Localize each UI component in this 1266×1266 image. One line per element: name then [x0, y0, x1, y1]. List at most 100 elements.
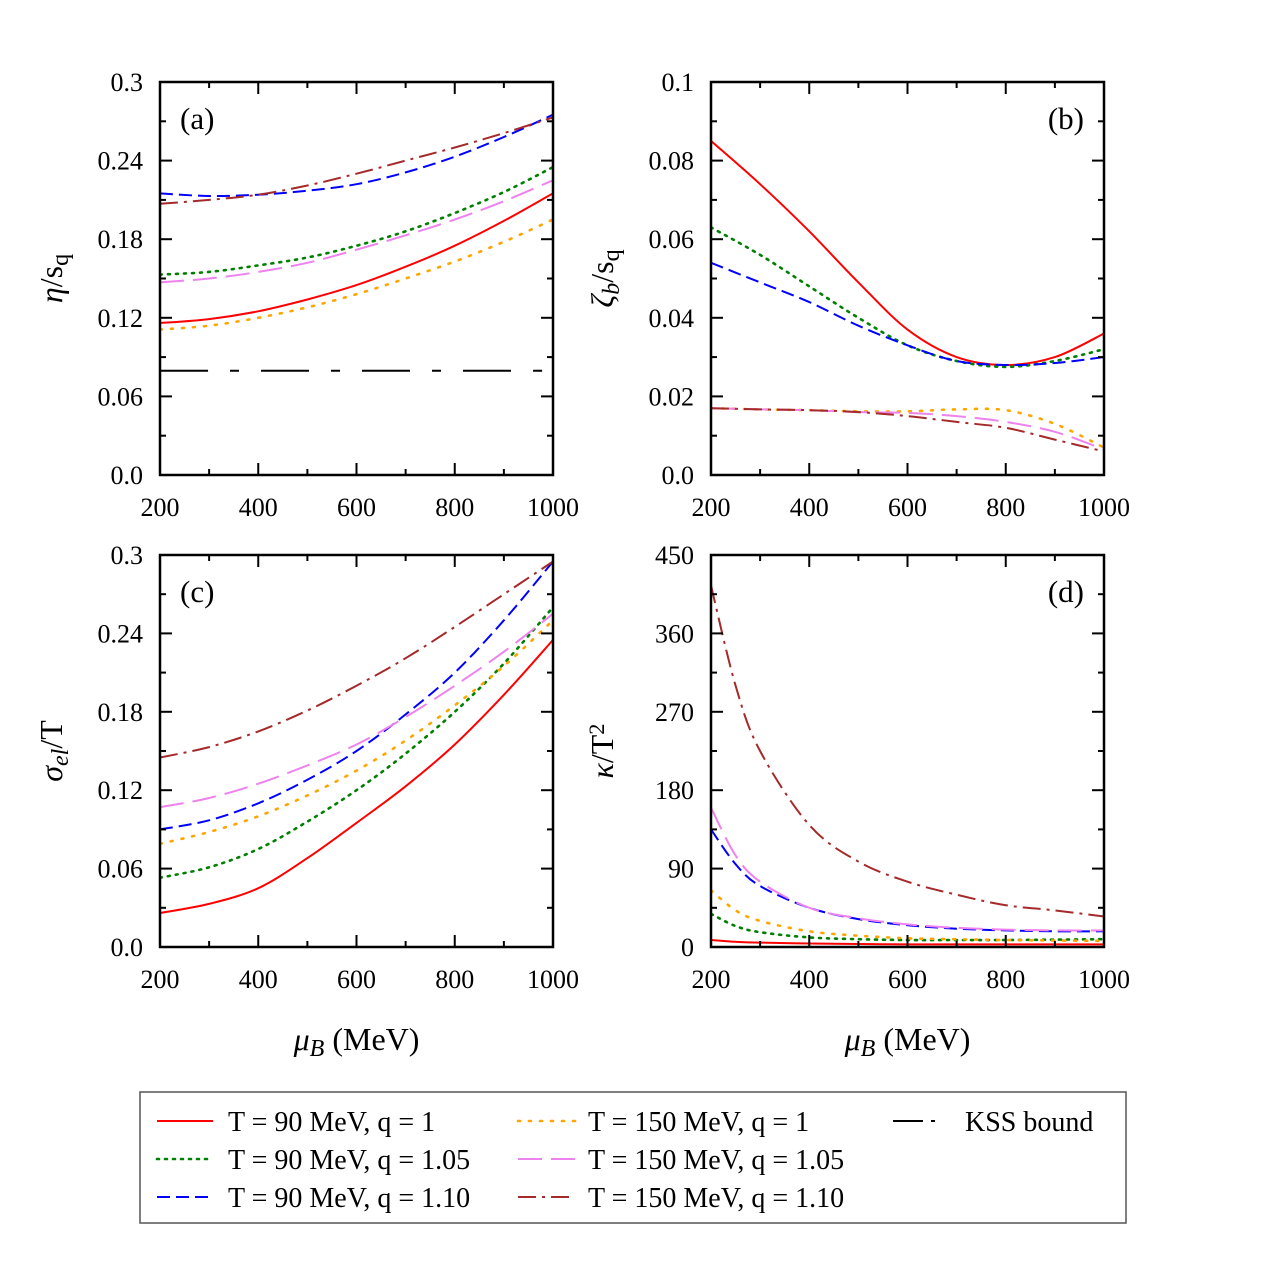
- x-tick-label: 600: [888, 493, 927, 522]
- series-line-series-3: [160, 113, 553, 198]
- series-group: [711, 585, 1104, 946]
- x-tick-label: 200: [692, 493, 731, 522]
- x-tick-label: 1000: [527, 965, 579, 994]
- panel-label: (a): [180, 101, 214, 136]
- series-line-series-5: [160, 179, 553, 284]
- series-line-series-4: [160, 619, 553, 846]
- series-line-series-1: [711, 140, 1104, 367]
- series-line-series-6: [711, 407, 1104, 453]
- legend-entry: T = 150 MeV, q = 1.10: [518, 1183, 844, 1214]
- x-tick-label: 800: [986, 493, 1025, 522]
- x-tick-label: 200: [141, 493, 180, 522]
- y-tick-label: 0.1: [662, 68, 695, 97]
- x-tick-label: 800: [435, 493, 474, 522]
- y-tick-label: 0.0: [111, 933, 144, 962]
- panel-label: (b): [1048, 101, 1084, 136]
- panel-b: 200 400 600 800 1000 0.0 0.02 0.04 0.06 0.08 0.1 (b…: [584, 68, 1130, 522]
- series-group: [160, 113, 553, 372]
- x-axis-label: μB (MeV): [293, 1021, 420, 1062]
- x-tick-label: 400: [790, 493, 829, 522]
- x-tick-label: 400: [239, 965, 278, 994]
- series-line-series-3: [711, 261, 1104, 367]
- plot-frame: [158, 80, 555, 477]
- x-tick-label: 1000: [527, 493, 579, 522]
- legend-label: T = 150 MeV, q = 1: [588, 1107, 809, 1138]
- y-tick-label: 0.24: [98, 147, 144, 176]
- x-tick-label: 400: [239, 493, 278, 522]
- series-line-series-4: [160, 218, 553, 331]
- series-group: [711, 140, 1104, 453]
- y-axis-label: κ/T2: [584, 724, 620, 779]
- legend-entry: T = 150 MeV, q = 1: [516, 1107, 809, 1138]
- y-tick-label: 0: [681, 933, 694, 962]
- x-tick-label: 800: [986, 965, 1025, 994]
- series-line-series-5: [711, 807, 1104, 932]
- panel-a: 200 400 600 800 1000 0.0 0.06 0.12 0.18 0.24 0.3 (a…: [33, 68, 579, 522]
- x-tick-label: 400: [790, 965, 829, 994]
- series-line-series-1: [160, 639, 553, 914]
- x-axis-label: μB (MeV): [844, 1021, 971, 1062]
- x-tick-label: 600: [888, 965, 927, 994]
- series-line-series-3: [160, 560, 553, 831]
- legend-label: T = 90 MeV, q = 1.05: [228, 1145, 470, 1176]
- y-tick-label: 0.12: [98, 776, 144, 805]
- series-line-series-6: [160, 116, 553, 205]
- x-tick-label: 1000: [1078, 493, 1130, 522]
- legend-label: KSS bound: [965, 1107, 1093, 1138]
- series-line-series-6: [711, 585, 1104, 918]
- series-line-series-1: [160, 192, 553, 324]
- y-tick-label: 360: [655, 619, 694, 648]
- y-tick-label: 0.02: [649, 382, 695, 411]
- series-line-series-5: [711, 407, 1104, 451]
- y-tick-label: 0.3: [111, 68, 144, 97]
- y-tick-label: 0.3: [111, 541, 144, 570]
- y-tick-label: 0.12: [98, 304, 144, 333]
- y-tick-label: 0.04: [649, 304, 695, 333]
- legend-label: T = 150 MeV, q = 1.10: [588, 1183, 844, 1214]
- legend-label: T = 150 MeV, q = 1.05: [588, 1145, 844, 1176]
- x-tick-label: 1000: [1078, 965, 1130, 994]
- y-tick-label: 0.18: [98, 225, 144, 254]
- legend-entry: KSS bound: [893, 1107, 1093, 1138]
- y-tick-label: 0.06: [98, 382, 144, 411]
- series-line-series-5: [160, 613, 553, 809]
- panels: 200 400 600 800 1000 0.0 0.06 0.12 0.18 0.24 0.3 (a…: [33, 68, 1130, 1062]
- y-tick-label: 180: [655, 776, 694, 805]
- y-axis-label: σel/T: [33, 720, 74, 782]
- legend: T = 90 MeV, q = 1 T = 90 MeV, q = 1.05 T =…: [139, 1091, 1127, 1224]
- x-tick-label: 800: [435, 965, 474, 994]
- legend-label: T = 90 MeV, q = 1: [228, 1107, 435, 1138]
- legend-label: T = 90 MeV, q = 1.10: [228, 1183, 470, 1214]
- series-line-series-2: [160, 606, 553, 879]
- x-tick-label: 200: [692, 965, 731, 994]
- panel-label: (c): [180, 574, 214, 609]
- legend-entry: T = 90 MeV, q = 1.10: [157, 1183, 470, 1214]
- legend-entry: T = 90 MeV, q = 1.05: [155, 1145, 470, 1176]
- y-tick-label: 0.08: [649, 147, 695, 176]
- panel-label: (d): [1048, 574, 1084, 609]
- y-tick-label: 450: [655, 541, 694, 570]
- x-tick-label: 600: [337, 493, 376, 522]
- x-tick-label: 600: [337, 965, 376, 994]
- series-line-series-4: [711, 406, 1104, 449]
- y-axis-label: η/sq: [33, 254, 74, 303]
- series-group: [160, 560, 553, 914]
- x-tick-label: 200: [141, 965, 180, 994]
- legend-box: [139, 1091, 1127, 1224]
- series-line-series-6: [160, 560, 553, 759]
- y-tick-label: 0.24: [98, 619, 144, 648]
- y-tick-label: 270: [655, 698, 694, 727]
- legend-entry: T = 90 MeV, q = 1: [157, 1107, 435, 1138]
- y-tick-label: 0.18: [98, 698, 144, 727]
- series-line-series-1: [711, 939, 1104, 946]
- panel-c: 200 400 600 800 1000 0.0 0.06 0.12 0.18 0.24 0.3 (c…: [33, 541, 579, 1062]
- y-tick-label: 0.06: [649, 225, 695, 254]
- series-line-series-2: [711, 912, 1104, 942]
- y-tick-label: 0.0: [111, 461, 144, 490]
- series-line-series-3: [711, 828, 1104, 933]
- series-line-series-4: [711, 889, 1104, 943]
- series-line-series-2: [160, 165, 553, 276]
- y-tick-label: 0.06: [98, 855, 144, 884]
- y-axis-label: ζb/sq: [584, 249, 625, 307]
